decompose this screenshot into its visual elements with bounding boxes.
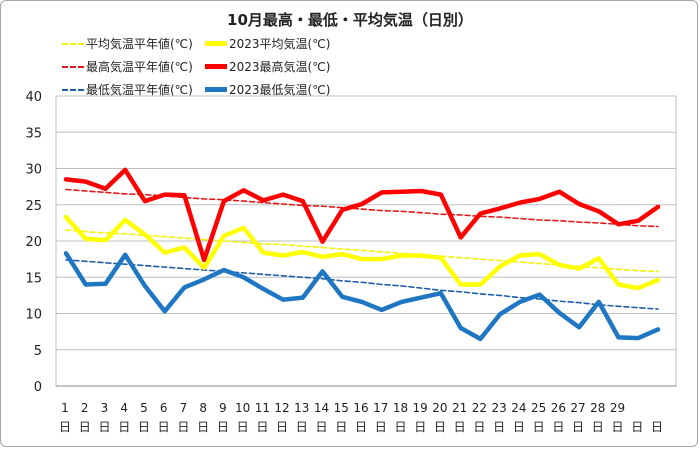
- legend-swatch: [205, 87, 227, 92]
- x-tick-label: 5: [140, 401, 148, 415]
- x-tick-label: 22: [472, 401, 487, 415]
- series-line-2: [65, 188, 659, 228]
- y-tick-label: 15: [25, 271, 42, 286]
- x-tick-label: 25: [531, 401, 546, 415]
- x-tick-label: 17: [373, 401, 388, 415]
- x-tick-label: 16: [353, 401, 368, 415]
- x-tick-suffix: 日: [256, 420, 268, 434]
- series-line-3: [63, 167, 661, 263]
- x-tick-label: 13: [294, 401, 309, 415]
- legend-swatch: [62, 66, 84, 68]
- series-line-0: [65, 229, 659, 273]
- y-tick-label: 30: [25, 163, 42, 178]
- x-tick-suffix: 日: [217, 420, 229, 434]
- x-tick-label: 20: [432, 401, 447, 415]
- x-tick-suffix: 日: [316, 420, 328, 434]
- x-tick-label: 8: [199, 401, 207, 415]
- x-tick-suffix: 日: [612, 420, 624, 434]
- legend-label: 2023最低気温(℃): [229, 83, 331, 97]
- legend: 平均気温平年値(℃) 2023平均気温(℃) 最高気温平年値(℃) 2023最高気温(…: [0, 0, 700, 100]
- legend-swatch: [205, 64, 227, 69]
- series-line-4: [65, 259, 659, 310]
- x-tick-suffix: 日: [631, 420, 643, 434]
- x-tick-label: 29: [610, 401, 625, 415]
- x-tick-suffix: 日: [237, 420, 249, 434]
- x-tick-label: 23: [491, 401, 506, 415]
- x-tick-suffix: 日: [454, 420, 466, 434]
- x-tick-label: 15: [334, 401, 349, 415]
- x-tick-suffix: 日: [197, 420, 209, 434]
- legend-label: 平均気温平年値(℃): [86, 37, 193, 51]
- x-tick-suffix: 日: [98, 420, 110, 434]
- x-tick-label: 9: [219, 401, 227, 415]
- x-tick-suffix: 日: [276, 420, 288, 434]
- x-tick-label: 18: [393, 401, 408, 415]
- x-tick-suffix: 日: [651, 420, 663, 434]
- x-tick-suffix: 日: [177, 420, 189, 434]
- x-tick-suffix: 日: [296, 420, 308, 434]
- legend-label: 最高気温平年値(℃): [86, 60, 193, 74]
- y-tick-label: 0: [34, 380, 42, 395]
- y-tick-label: 35: [25, 126, 42, 141]
- x-tick-suffix: 日: [552, 420, 564, 434]
- y-tick-label: 40: [25, 90, 42, 105]
- x-tick-suffix: 日: [138, 420, 150, 434]
- x-tick-label: 7: [180, 401, 188, 415]
- legend-label: 2023平均気温(℃): [229, 37, 331, 51]
- x-tick-label: 19: [413, 401, 428, 415]
- x-tick-suffix: 日: [394, 420, 406, 434]
- y-tick-label: 25: [25, 199, 42, 214]
- x-tick-suffix: 日: [118, 420, 130, 434]
- x-tick-suffix: 日: [513, 420, 525, 434]
- legend-swatch: [62, 89, 84, 91]
- x-tick-label: 28: [590, 401, 605, 415]
- x-tick-suffix: 日: [533, 420, 545, 434]
- x-tick-label: 6: [160, 401, 168, 415]
- x-tick-label: 26: [551, 401, 566, 415]
- legend-swatch: [205, 41, 227, 46]
- x-tick-suffix: 日: [572, 420, 584, 434]
- x-tick-label: 11: [255, 401, 270, 415]
- x-tick-suffix: 日: [414, 420, 426, 434]
- x-tick-suffix: 日: [79, 420, 91, 434]
- x-tick-suffix: 日: [493, 420, 505, 434]
- x-tick-suffix: 日: [355, 420, 367, 434]
- x-tick-suffix: 日: [375, 420, 387, 434]
- x-tick-label: 2: [81, 401, 89, 415]
- x-tick-label: 27: [570, 401, 585, 415]
- y-tick-label: 20: [25, 235, 42, 250]
- x-tick-label: 10: [235, 401, 250, 415]
- legend-label: 最低気温平年値(℃): [86, 83, 193, 97]
- x-tick-suffix: 日: [335, 420, 347, 434]
- x-tick-suffix: 日: [473, 420, 485, 434]
- legend-swatch: [62, 43, 84, 45]
- y-tick-label: 5: [34, 344, 42, 359]
- legend-label: 2023最高気温(℃): [229, 60, 331, 74]
- x-tick-label: 24: [511, 401, 526, 415]
- x-tick-label: 14: [314, 401, 329, 415]
- chart-title: 10月最高・最低・平均気温（日別）: [227, 11, 473, 29]
- x-tick-label: 3: [101, 401, 109, 415]
- x-tick-suffix: 日: [158, 420, 170, 434]
- x-tick-suffix: 日: [434, 420, 446, 434]
- x-tick-suffix: 日: [592, 420, 604, 434]
- x-tick-label: 1: [61, 401, 69, 415]
- series-line-5: [63, 251, 661, 342]
- x-tick-label: 21: [452, 401, 467, 415]
- series-line-1: [63, 214, 661, 291]
- x-tick-label: 12: [274, 401, 289, 415]
- y-tick-label: 10: [25, 308, 42, 323]
- x-tick-label: 4: [120, 401, 128, 415]
- x-tick-suffix: 日: [59, 420, 71, 434]
